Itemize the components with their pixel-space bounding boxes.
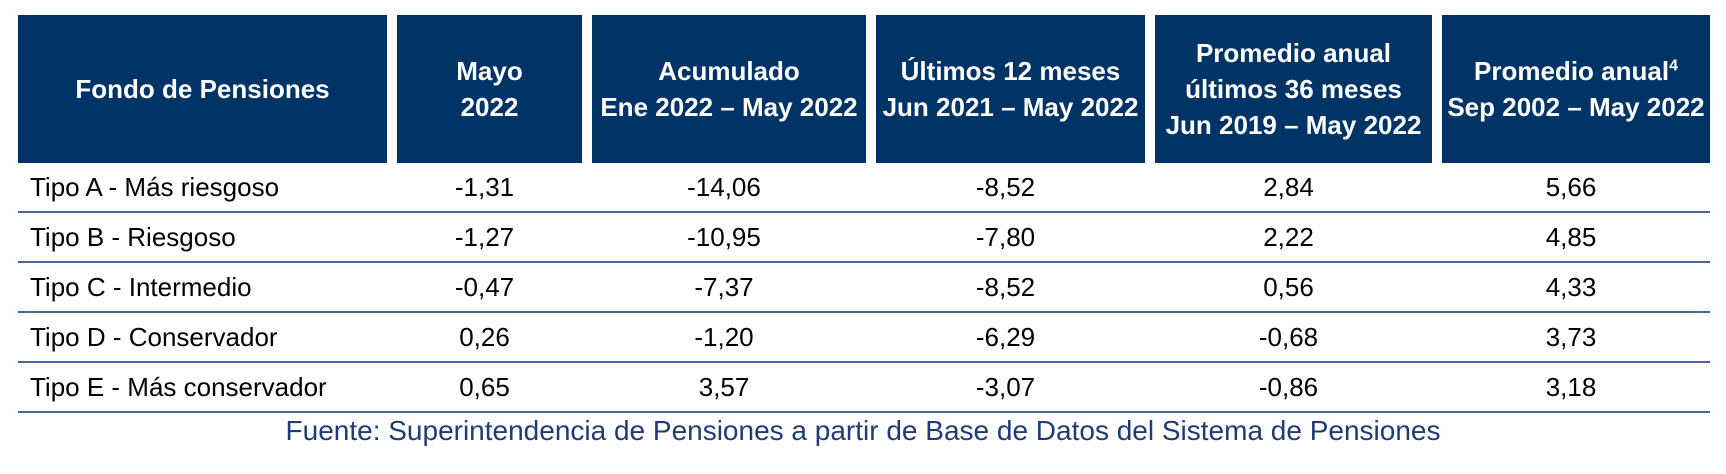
cell-fondo: Tipo E - Más conservador <box>18 363 387 413</box>
table-header: Fondo de Pensiones Mayo 2022 Acumulado E… <box>18 15 1710 163</box>
footnote-marker: 4 <box>1669 57 1678 75</box>
cell-promedio-anual: 3,73 <box>1432 313 1710 363</box>
cell-fondo: Tipo B - Riesgoso <box>18 213 387 263</box>
header-mayo-line1: Mayo <box>456 56 523 86</box>
header-promedio-36-line1: Promedio anual <box>1195 38 1392 68</box>
header-acumulado: Acumulado Ene 2022 – May 2022 <box>582 15 866 163</box>
header-ultimos-12-line2: Jun 2021 – May 2022 <box>882 92 1139 122</box>
cell-mayo: 0,65 <box>387 363 582 413</box>
cell-promedio-36: -0,86 <box>1145 363 1432 413</box>
table-row: Tipo E - Más conservador 0,65 3,57 -3,07… <box>18 363 1710 413</box>
cell-fondo: Tipo A - Más riesgoso <box>18 163 387 213</box>
cell-acumulado: -14,06 <box>582 163 866 213</box>
header-fondo: Fondo de Pensiones <box>18 15 387 163</box>
cell-acumulado: -7,37 <box>582 263 866 313</box>
cell-mayo: -1,27 <box>387 213 582 263</box>
table-row: Tipo D - Conservador 0,26 -1,20 -6,29 -0… <box>18 313 1710 363</box>
header-promedio-36-line3: Jun 2019 – May 2022 <box>1165 110 1422 140</box>
cell-mayo: 0,26 <box>387 313 582 363</box>
cell-ultimos-12: -8,52 <box>866 163 1145 213</box>
cell-promedio-36: 0,56 <box>1145 263 1432 313</box>
source-note: Fuente: Superintendencia de Pensiones a … <box>285 415 1441 446</box>
cell-promedio-anual: 4,85 <box>1432 213 1710 263</box>
cell-promedio-anual: 3,18 <box>1432 363 1710 413</box>
cell-ultimos-12: -3,07 <box>866 363 1145 413</box>
cell-fondo: Tipo D - Conservador <box>18 313 387 363</box>
cell-mayo: -1,31 <box>387 163 582 213</box>
cell-ultimos-12: -6,29 <box>866 313 1145 363</box>
header-promedio-anual-line2: Sep 2002 – May 2022 <box>1447 92 1705 122</box>
cell-acumulado: 3,57 <box>582 363 866 413</box>
header-promedio-36-line2: últimos 36 meses <box>1185 74 1402 104</box>
cell-mayo: -0,47 <box>387 263 582 313</box>
header-ultimos-12: Últimos 12 meses Jun 2021 – May 2022 <box>866 15 1145 163</box>
table-row: Tipo C - Intermedio -0,47 -7,37 -8,52 0,… <box>18 263 1710 313</box>
cell-ultimos-12: -7,80 <box>866 213 1145 263</box>
table-row: Tipo A - Más riesgoso -1,31 -14,06 -8,52… <box>18 163 1710 213</box>
header-row: Fondo de Pensiones Mayo 2022 Acumulado E… <box>18 15 1710 163</box>
header-promedio-36: Promedio anual últimos 36 meses Jun 2019… <box>1145 15 1432 163</box>
cell-promedio-36: 2,22 <box>1145 213 1432 263</box>
header-mayo-line2: 2022 <box>460 92 519 122</box>
cell-ultimos-12: -8,52 <box>866 263 1145 313</box>
header-fondo-line1: Fondo de Pensiones <box>75 74 330 104</box>
cell-promedio-36: 2,84 <box>1145 163 1432 213</box>
header-promedio-anual: Promedio anual4 Sep 2002 – May 2022 <box>1432 15 1710 163</box>
pension-returns-table-container: Fondo de Pensiones Mayo 2022 Acumulado E… <box>18 15 1710 413</box>
cell-promedio-36: -0,68 <box>1145 313 1432 363</box>
cell-acumulado: -1,20 <box>582 313 866 363</box>
table-body: Tipo A - Más riesgoso -1,31 -14,06 -8,52… <box>18 163 1710 413</box>
table-row: Tipo B - Riesgoso -1,27 -10,95 -7,80 2,2… <box>18 213 1710 263</box>
header-acumulado-line2: Ene 2022 – May 2022 <box>600 92 858 122</box>
header-acumulado-line1: Acumulado <box>658 56 800 86</box>
pension-returns-table: Fondo de Pensiones Mayo 2022 Acumulado E… <box>18 15 1710 413</box>
header-promedio-anual-line1: Promedio anual <box>1474 56 1670 86</box>
header-mayo: Mayo 2022 <box>387 15 582 163</box>
header-ultimos-12-line1: Últimos 12 meses <box>900 56 1121 86</box>
cell-fondo: Tipo C - Intermedio <box>18 263 387 313</box>
cell-acumulado: -10,95 <box>582 213 866 263</box>
cell-promedio-anual: 5,66 <box>1432 163 1710 213</box>
cell-promedio-anual: 4,33 <box>1432 263 1710 313</box>
